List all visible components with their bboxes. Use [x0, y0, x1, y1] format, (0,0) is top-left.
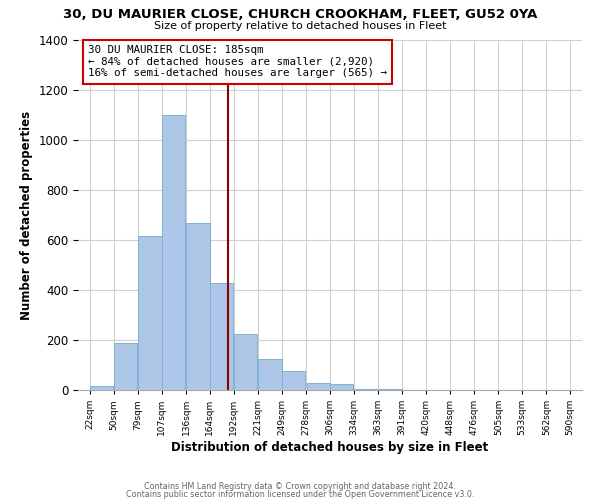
X-axis label: Distribution of detached houses by size in Fleet: Distribution of detached houses by size …	[172, 441, 488, 454]
Bar	[259, 359, 281, 390]
Bar	[114, 342, 137, 390]
Text: Contains HM Land Registry data © Crown copyright and database right 2024.: Contains HM Land Registry data © Crown c…	[144, 482, 456, 491]
Bar	[90, 386, 113, 390]
Text: 30 DU MAURIER CLOSE: 185sqm
← 84% of detached houses are smaller (2,920)
16% of : 30 DU MAURIER CLOSE: 185sqm ← 84% of det…	[88, 46, 387, 78]
Bar	[162, 115, 185, 390]
Bar	[138, 236, 161, 390]
Bar	[282, 371, 305, 390]
Text: Contains public sector information licensed under the Open Government Licence v3: Contains public sector information licen…	[126, 490, 474, 499]
Text: 30, DU MAURIER CLOSE, CHURCH CROOKHAM, FLEET, GU52 0YA: 30, DU MAURIER CLOSE, CHURCH CROOKHAM, F…	[63, 8, 537, 20]
Bar	[234, 334, 257, 390]
Y-axis label: Number of detached properties: Number of detached properties	[20, 110, 33, 320]
Bar	[307, 382, 330, 390]
Text: Size of property relative to detached houses in Fleet: Size of property relative to detached ho…	[154, 21, 446, 31]
Bar	[330, 384, 353, 390]
Bar	[210, 282, 233, 390]
Bar	[379, 389, 401, 390]
Bar	[354, 389, 377, 390]
Bar	[187, 222, 210, 390]
